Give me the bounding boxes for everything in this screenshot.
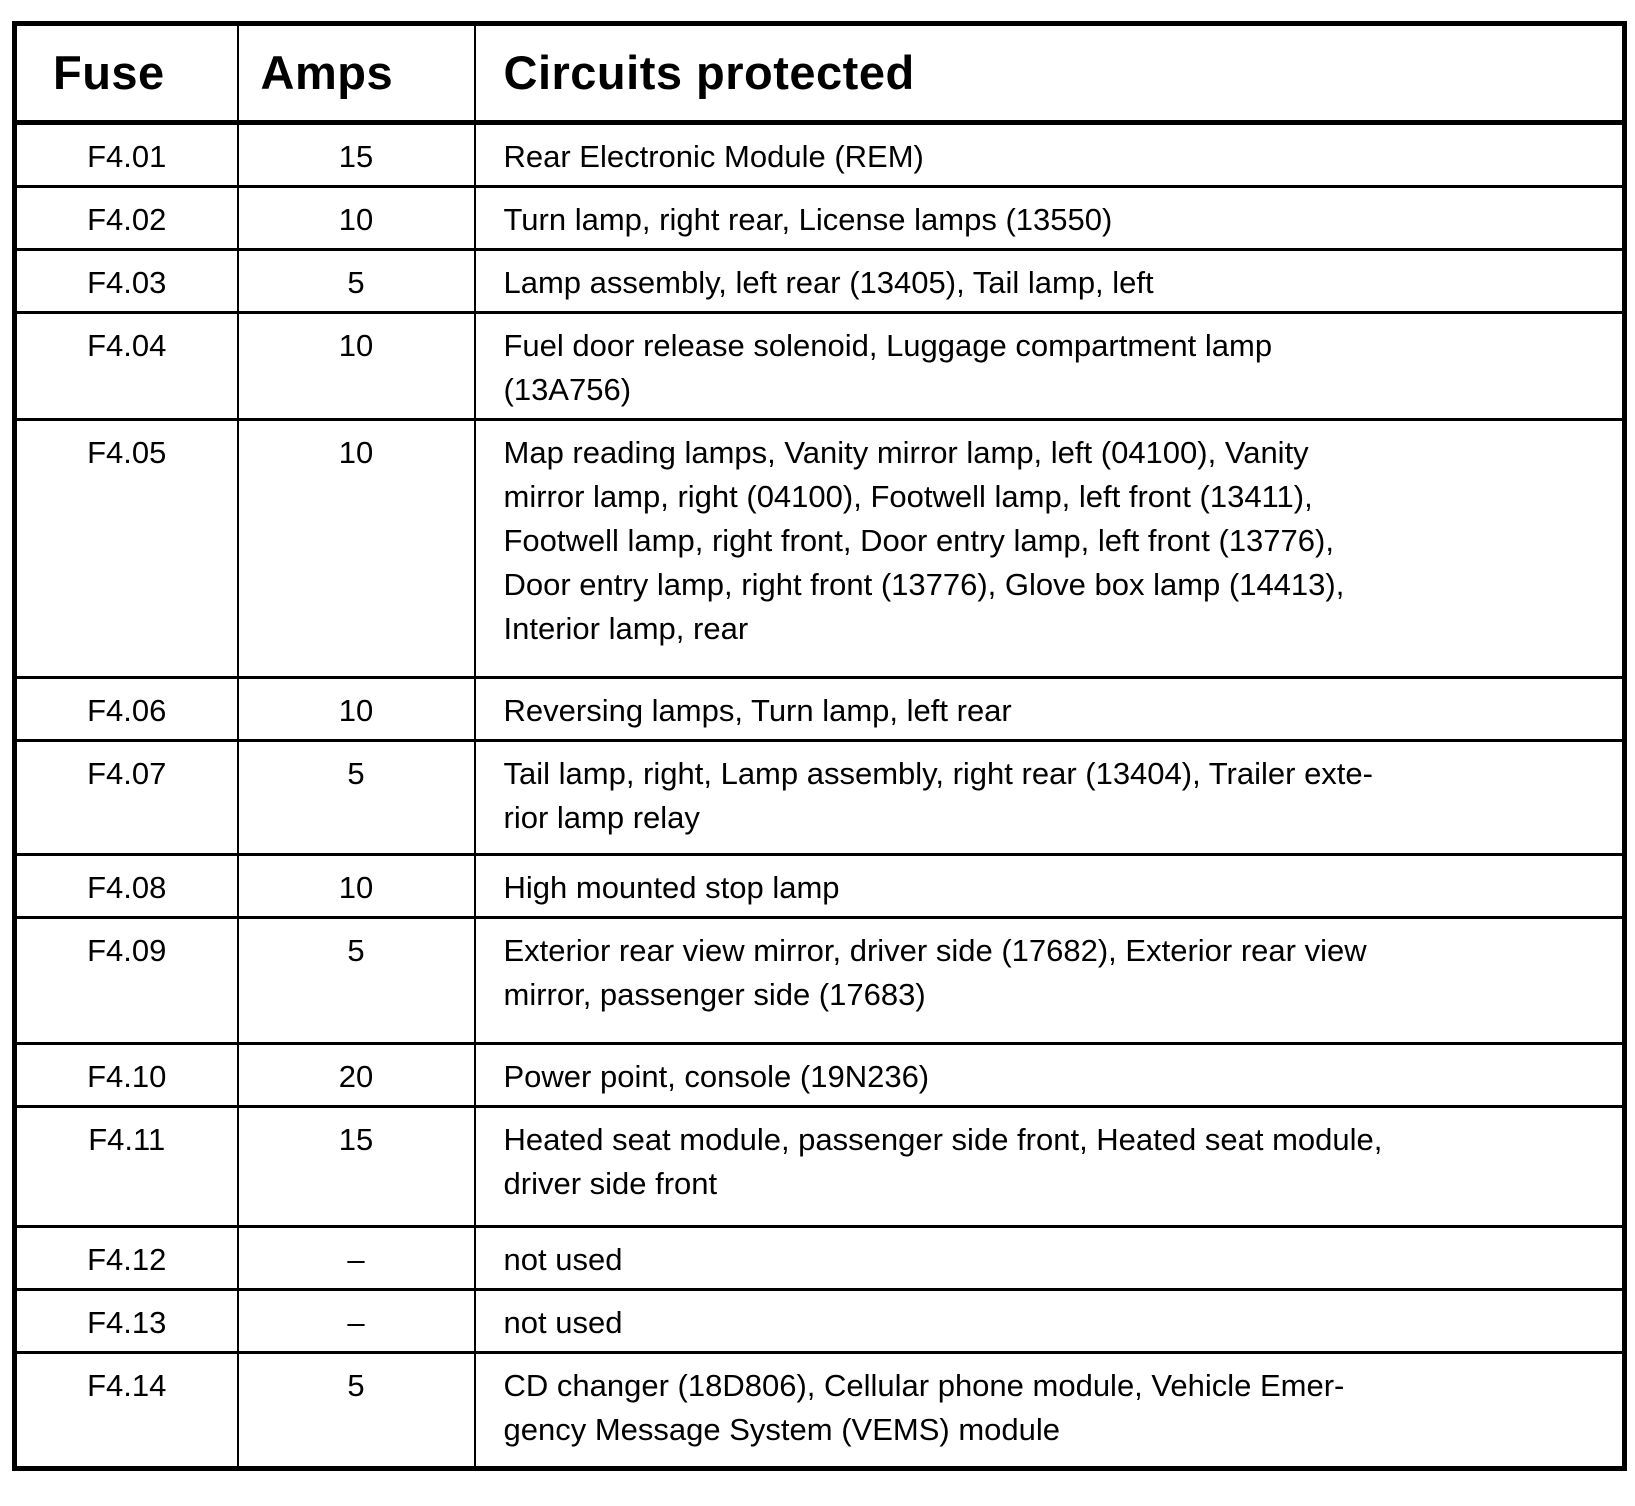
amps-cell: – [236,1225,476,1291]
amps-cell: 5 [236,248,476,314]
amps-cell: – [236,1288,476,1354]
fuse-cell: F4.03 [13,248,239,314]
circuits-cell: Reversing lamps, Turn lamp, left rear [473,676,1626,742]
fuse-table: Fuse Amps Circuits protected F4.01 15 Re… [12,21,1627,1471]
fuse-cell: F4.05 [13,418,239,679]
table-row: F4.11 15 Heated seat module, passenger s… [13,1105,1626,1228]
table-row: F4.14 5 CD changer (18D806), Cellular ph… [13,1351,1626,1470]
circuits-cell: Lamp assembly, left rear (13405), Tail l… [473,248,1626,314]
column-header-circuits: Circuits protected [473,22,1626,125]
fuse-cell: F4.12 [13,1225,239,1291]
amps-cell: 15 [236,121,476,188]
circuits-cell: Power point, console (19N236) [473,1042,1626,1108]
table-row: F4.08 10 High mounted stop lamp [13,853,1626,919]
circuits-cell: not used [473,1225,1626,1291]
circuits-cell: Tail lamp, right, Lamp assembly, right r… [473,739,1626,856]
fuse-cell: F4.07 [13,739,239,856]
table-row: F4.07 5 Tail lamp, right, Lamp assembly,… [13,739,1626,856]
fuse-cell: F4.14 [13,1351,239,1470]
amps-cell: 10 [236,853,476,919]
fuse-cell: F4.08 [13,853,239,919]
table-row: F4.04 10 Fuel door release solenoid, Lug… [13,311,1626,421]
table-row: F4.01 15 Rear Electronic Module (REM) [13,121,1626,188]
table-row: F4.09 5 Exterior rear view mirror, drive… [13,916,1626,1045]
table-row: F4.06 10 Reversing lamps, Turn lamp, lef… [13,676,1626,742]
circuits-cell: Turn lamp, right rear, License lamps (13… [473,185,1626,251]
amps-cell: 10 [236,185,476,251]
fuse-cell: F4.01 [13,121,239,188]
circuits-cell: Rear Electronic Module (REM) [473,121,1626,188]
amps-cell: 5 [236,739,476,856]
header-row: Fuse Amps Circuits protected [13,22,1626,125]
circuits-cell: CD changer (18D806), Cellular phone modu… [473,1351,1626,1470]
amps-cell: 5 [236,916,476,1045]
table-row: F4.02 10 Turn lamp, right rear, License … [13,185,1626,251]
amps-cell: 10 [236,676,476,742]
circuits-cell: Fuel door release solenoid, Luggage comp… [473,311,1626,421]
table-row: F4.10 20 Power point, console (19N236) [13,1042,1626,1108]
amps-cell: 20 [236,1042,476,1108]
fuse-cell: F4.04 [13,311,239,421]
fuse-cell: F4.11 [13,1105,239,1228]
column-header-amps: Amps [236,22,476,125]
fuse-cell: F4.10 [13,1042,239,1108]
fuse-cell: F4.13 [13,1288,239,1354]
fuse-cell: F4.02 [13,185,239,251]
circuits-cell: Heated seat module, passenger side front… [473,1105,1626,1228]
amps-cell: 10 [236,418,476,679]
circuits-cell: Map reading lamps, Vanity mirror lamp, l… [473,418,1626,679]
amps-cell: 5 [236,1351,476,1470]
amps-cell: 10 [236,311,476,421]
table-row: F4.12 – not used [13,1225,1626,1291]
table-row: F4.03 5 Lamp assembly, left rear (13405)… [13,248,1626,314]
circuits-cell: Exterior rear view mirror, driver side (… [473,916,1626,1045]
fuse-cell: F4.06 [13,676,239,742]
circuits-cell: High mounted stop lamp [473,853,1626,919]
table-row: F4.05 10 Map reading lamps, Vanity mirro… [13,418,1626,679]
table-row: F4.13 – not used [13,1288,1626,1354]
fuse-cell: F4.09 [13,916,239,1045]
amps-cell: 15 [236,1105,476,1228]
column-header-fuse: Fuse [13,22,239,125]
circuits-cell: not used [473,1288,1626,1354]
